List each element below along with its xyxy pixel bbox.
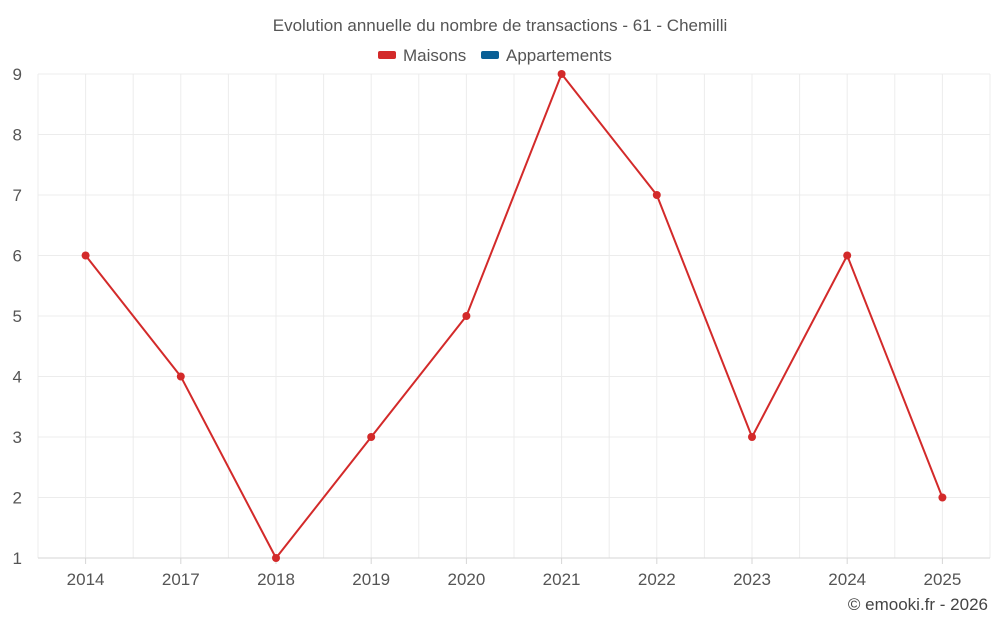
x-tick-label: 2014 bbox=[67, 570, 105, 589]
x-tick-label: 2024 bbox=[828, 570, 866, 589]
x-tick-label: 2017 bbox=[162, 570, 200, 589]
data-point[interactable] bbox=[938, 493, 947, 502]
y-tick-label: 2 bbox=[13, 489, 22, 508]
data-point[interactable] bbox=[843, 251, 852, 260]
grid bbox=[37, 73, 991, 558]
legend-label-appartements: Appartements bbox=[506, 46, 612, 65]
series-line-maisons bbox=[84, 73, 944, 559]
data-point[interactable] bbox=[367, 433, 376, 441]
x-tick-label: 2022 bbox=[638, 570, 676, 589]
legend-swatch-appartements bbox=[481, 51, 499, 59]
x-tick-label: 2020 bbox=[447, 570, 485, 589]
y-tick-label: 6 bbox=[13, 247, 22, 266]
legend: Maisons Appartements bbox=[378, 46, 612, 65]
y-tick-label: 9 bbox=[13, 65, 22, 84]
x-tick-label: 2021 bbox=[543, 570, 581, 589]
y-tick-label: 3 bbox=[13, 428, 22, 447]
series-maisons bbox=[84, 73, 944, 559]
legend-item-maisons[interactable]: Maisons bbox=[378, 46, 466, 65]
x-tick-label: 2023 bbox=[733, 570, 771, 589]
data-point[interactable] bbox=[176, 372, 185, 381]
data-point[interactable] bbox=[652, 191, 661, 199]
credit-text[interactable]: © emooki.fr - 2026 bbox=[848, 595, 988, 614]
y-tick-label: 1 bbox=[13, 549, 22, 568]
chart-title: Evolution annuelle du nombre de transact… bbox=[273, 16, 728, 35]
data-point[interactable] bbox=[462, 312, 471, 320]
data-point[interactable] bbox=[81, 251, 90, 260]
x-tick-label: 2025 bbox=[923, 570, 961, 589]
y-tick-label: 7 bbox=[13, 186, 22, 205]
legend-label-maisons: Maisons bbox=[403, 46, 466, 65]
legend-swatch-maisons bbox=[378, 51, 396, 59]
x-tick-label: 2019 bbox=[352, 570, 390, 589]
data-point[interactable] bbox=[272, 554, 280, 562]
x-tick-label: 2018 bbox=[257, 570, 295, 589]
data-point[interactable] bbox=[557, 70, 566, 78]
legend-item-appartements[interactable]: Appartements bbox=[481, 46, 612, 65]
data-point[interactable] bbox=[748, 433, 756, 441]
axes: 1 2 3 4 5 6 7 8 9 2014 2017 2018 2019 2020 2021 2022 202… bbox=[13, 65, 990, 589]
data-points bbox=[81, 70, 947, 562]
y-tick-label: 5 bbox=[13, 307, 22, 326]
y-tick-label: 4 bbox=[13, 368, 22, 387]
y-tick-label: 8 bbox=[13, 126, 22, 145]
